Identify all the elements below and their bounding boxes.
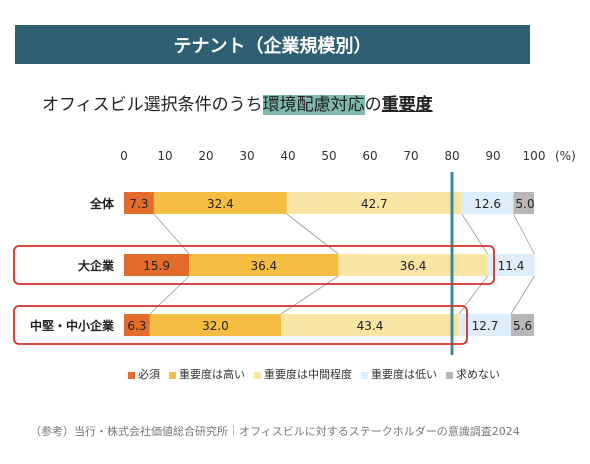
legend-item-3: 重要度は低い <box>361 366 437 382</box>
category-label-all: 全体 <box>89 196 115 211</box>
legend-swatch <box>361 371 368 379</box>
bar-all-series-0 <box>124 192 154 214</box>
chart-subtitle: オフィスビル選択条件のうち環境配慮対応の重要度 <box>42 90 433 115</box>
bar-mid-small-series-2 <box>281 314 459 336</box>
tick-label-0: 0 <box>120 149 128 163</box>
highlight-box-mid-small <box>13 305 468 345</box>
bar-mid-small-series-0 <box>124 314 150 336</box>
bar-all-series-2 <box>286 192 462 214</box>
data-label-mid-small-series-3: 12.7 <box>472 319 499 333</box>
bar-mid-small-series-1 <box>149 314 282 336</box>
category-label-mid-small: 中堅・中小企業 <box>30 318 115 333</box>
connector-line <box>458 275 488 315</box>
legend-item-1: 重要度は高い <box>169 366 245 382</box>
data-label-mid-small-series-0: 6.3 <box>127 319 146 333</box>
tick-label-70: 70 <box>403 149 418 163</box>
unit-label: (%) <box>555 149 576 163</box>
data-label-mid-small-series-1: 32.0 <box>202 319 229 333</box>
banner-title: テナント（企業規模別） <box>15 25 530 64</box>
data-label-mid-small-series-4: 5.6 <box>513 319 532 333</box>
data-label-all-series-2: 42.7 <box>361 197 388 211</box>
highlight-box-large <box>13 245 495 285</box>
tick-label-40: 40 <box>280 149 295 163</box>
source-note: （参考）当行・株式会社価値総合研究所｜オフィスビルに対するステークホルダーの意識… <box>30 425 520 438</box>
legend-label: 重要度は低い <box>371 368 437 381</box>
bar-large-series-1 <box>189 254 339 276</box>
data-label-large-series-0: 15.9 <box>143 259 170 273</box>
data-label-mid-small-series-2: 43.4 <box>357 319 384 333</box>
tick-label-80: 80 <box>444 149 459 163</box>
connector-line <box>510 275 535 315</box>
legend-item-2: 重要度は中間程度 <box>254 366 352 382</box>
connector-line <box>149 275 190 315</box>
subtitle-highlight: 環境配慮対応 <box>262 95 365 115</box>
data-label-large-series-3: 11.4 <box>498 259 525 273</box>
legend-item-0: 必須 <box>128 366 160 382</box>
subtitle-pre: オフィスビル選択条件のうち <box>42 95 263 115</box>
bar-all-series-1 <box>153 192 287 214</box>
tick-label-100: 100 <box>523 149 546 163</box>
data-label-all-series-4: 5.0 <box>516 197 535 211</box>
data-label-large-series-2: 36.4 <box>400 259 427 273</box>
connector-line <box>280 275 339 315</box>
data-label-large-series-1: 36.4 <box>250 259 277 273</box>
subtitle-underline: 重要度 <box>381 95 433 115</box>
tick-label-20: 20 <box>198 149 213 163</box>
legend-label: 重要度は中間程度 <box>264 368 352 381</box>
subtitle-mid: の <box>364 95 382 115</box>
bar-large-series-0 <box>124 254 190 276</box>
tick-label-90: 90 <box>485 149 500 163</box>
bar-all-series-3 <box>461 192 514 214</box>
category-label-large: 大企業 <box>78 258 115 273</box>
connector-line <box>286 213 339 255</box>
bar-large-series-3 <box>487 254 535 276</box>
connector-line <box>461 213 489 255</box>
legend-label: 必須 <box>138 368 160 381</box>
data-label-all-series-0: 7.3 <box>129 197 148 211</box>
legend-swatch <box>128 371 135 379</box>
bar-mid-small-series-4 <box>511 314 534 336</box>
legend-swatch <box>169 371 176 379</box>
legend-swatch <box>254 371 261 379</box>
tick-label-30: 30 <box>239 149 254 163</box>
data-label-all-series-3: 12.6 <box>474 197 501 211</box>
legend-label: 重要度は高い <box>179 368 245 381</box>
legend-label: 求めない <box>456 368 500 381</box>
legend-item-4: 求めない <box>446 366 500 382</box>
legend-swatch <box>446 371 453 379</box>
bar-large-series-2 <box>338 254 488 276</box>
bar-mid-small-series-3 <box>458 314 512 336</box>
tick-label-10: 10 <box>157 149 172 163</box>
chart-legend: 必須 重要度は高い 重要度は中間程度 重要度は低い 求めない <box>128 366 500 382</box>
data-label-all-series-1: 32.4 <box>207 197 234 211</box>
tick-label-50: 50 <box>321 149 336 163</box>
connector-line <box>513 213 535 255</box>
tick-label-60: 60 <box>362 149 377 163</box>
bar-all-series-4 <box>513 192 534 214</box>
connector-line <box>153 213 190 255</box>
